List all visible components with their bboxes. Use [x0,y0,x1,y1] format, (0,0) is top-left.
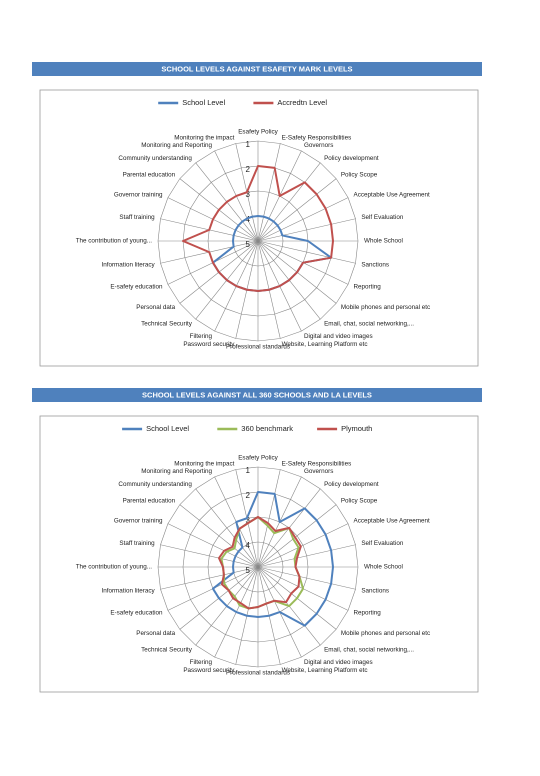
category-label: Staff training [119,540,155,547]
category-label: Technical Security [141,321,193,328]
category-label: Reporting [354,610,382,617]
tick-label: 2 [246,491,251,500]
section-header [32,62,482,76]
category-label: Parental education [123,498,176,505]
category-label: Personal data [136,630,175,637]
series-line [218,516,302,610]
category-label: Sanctions [361,587,389,594]
category-label: Community understanding [118,481,192,488]
category-label: Digital and video images [304,333,373,340]
category-label: Policy Scope [341,172,378,179]
category-label: Self Evaluation [361,214,404,221]
category-label: Self Evaluation [361,540,404,547]
tick-label: 5 [246,566,251,575]
category-label: Policy development [324,155,379,162]
category-label: Monitoring the impact [174,460,234,467]
category-label: Digital and video images [304,659,373,666]
category-label: The contribution of young... [76,238,153,245]
category-label: Staff training [119,214,155,221]
series-line [211,491,334,627]
spoke [160,566,259,590]
category-label: Email, chat, social networking,... [324,321,414,328]
category-label: Governors [304,142,333,149]
chart-title: SCHOOL LEVELS AGAINST ESAFETY MARK LEVEL… [161,64,352,73]
spoke [257,197,349,242]
spoke [257,240,356,264]
spoke [160,544,259,568]
category-label: Whole School [364,564,403,571]
category-label: Password security [183,341,235,348]
category-label: Professional standards [226,344,290,351]
category-label: Website, Learning Platform etc [282,341,368,348]
category-label: Monitoring the impact [174,134,234,141]
tick-label: 4 [246,541,251,550]
section-header [32,388,482,402]
tick-label: 1 [246,140,251,149]
spoke [167,523,259,568]
category-label: E-Safety Responsibilities [282,134,352,141]
category-label: Parental education [123,172,176,179]
spoke [257,504,337,568]
chart-frame [39,89,479,367]
legend-label: School Level [146,424,189,433]
spoke [257,544,356,568]
spoke [257,162,321,242]
tick-label: 1 [246,466,251,475]
category-label: Policy Scope [341,498,378,505]
spoke [257,469,281,568]
legend-label: School Level [182,98,225,107]
category-label: Governor training [114,518,163,525]
category-label: Information literacy [101,587,155,594]
category-label: The contribution of young... [76,564,153,571]
category-label: Policy development [324,481,379,488]
spoke [257,178,337,242]
category-label: Filtering [190,659,213,666]
spoke [179,504,259,568]
category-label: E-safety education [110,284,163,291]
category-label: Acceptable Use Agreement [354,192,431,199]
spoke [195,488,259,568]
category-label: Information literacy [101,261,155,268]
category-label: Technical Security [141,647,193,654]
tick-label: 2 [246,165,251,174]
tick-label: 3 [246,190,251,199]
category-label: Email, chat, social networking,... [324,647,414,654]
category-label: Monitoring and Reporting [141,468,212,475]
legend-label: Accredtn Level [277,98,327,107]
category-label: Personal data [136,304,175,311]
category-label: Password security [183,667,235,674]
category-label: Acceptable Use Agreement [354,518,431,525]
series-line [182,165,334,292]
category-label: Esafety Policy [238,455,278,462]
tick-label: 5 [246,240,251,249]
spoke [257,523,349,568]
spoke [257,218,356,242]
category-label: Community understanding [118,155,192,162]
category-label: Whole School [364,238,403,245]
tick-label: 4 [246,215,251,224]
category-label: Reporting [354,284,382,291]
category-label: Governors [304,468,333,475]
category-label: Website, Learning Platform etc [282,667,368,674]
category-label: Mobile phones and personal etc [341,630,430,637]
tick-label: 3 [246,516,251,525]
chart-frame [39,415,479,693]
chart-title: SCHOOL LEVELS AGAINST ALL 360 SCHOOLS AN… [142,390,372,399]
category-label: Esafety Policy [238,129,278,136]
category-label: E-Safety Responsibilities [282,460,352,467]
spoke [257,143,281,242]
category-label: Sanctions [361,261,389,268]
legend-label: Plymouth [341,424,372,433]
legend-label: 360 benchmark [241,424,293,433]
category-label: Monitoring and Reporting [141,142,212,149]
category-label: Mobile phones and personal etc [341,304,430,311]
category-label: Governor training [114,192,163,199]
category-label: E-safety education [110,610,163,617]
category-label: Professional standards [226,670,290,677]
spoke [257,566,356,590]
category-label: Filtering [190,333,213,340]
